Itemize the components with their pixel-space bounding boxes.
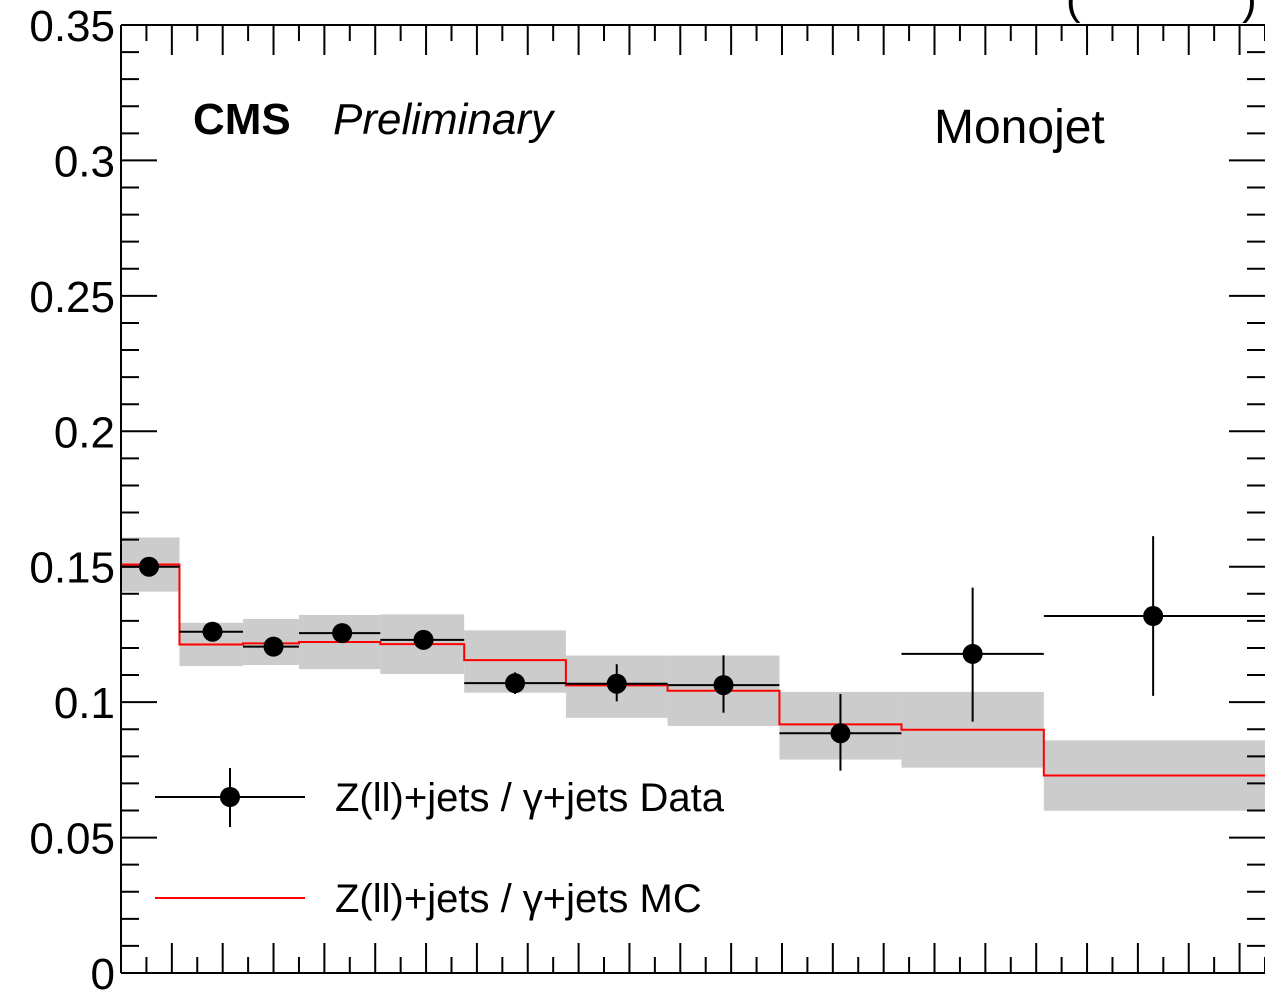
mc-step-line (121, 563, 1265, 777)
legend-data-label: Z(ll)+jets / γ+jets Data (335, 776, 725, 820)
top-right-paren-right: ) (1242, 0, 1257, 24)
plot-frame (120, 24, 1265, 974)
y-tick-label-6: 0.3 (54, 137, 115, 186)
mc-step-histogram (121, 563, 1265, 777)
y-tick-label-5: 0.25 (29, 273, 115, 322)
legend-data-marker (220, 787, 240, 807)
data-points (121, 536, 1265, 771)
y-tick-label-0: 0 (91, 950, 115, 993)
legend: Z(ll)+jets / γ+jets Data Z(ll)+jets / γ+… (155, 768, 725, 921)
data-point-6 (606, 673, 627, 694)
y-tick-label-4: 0.2 (54, 408, 115, 457)
data-point-7 (713, 675, 734, 696)
cms-label: CMS (193, 95, 291, 144)
data-point-1 (202, 621, 223, 642)
legend-mc-label: Z(ll)+jets / γ+jets MC (335, 877, 702, 921)
data-point-5 (505, 673, 526, 694)
region-label: Monojet (934, 101, 1105, 154)
data-point-10 (1143, 606, 1164, 627)
y-tick-label-2: 0.1 (54, 679, 115, 728)
data-point-3 (332, 623, 353, 644)
mc-uncertainty-bands (121, 537, 1265, 811)
top-right-paren-left: ( (1066, 0, 1081, 24)
data-point-2 (263, 636, 284, 657)
y-tick-label-3: 0.15 (29, 544, 115, 593)
y-tick-labels: 0 0.05 0.1 0.15 0.2 0.25 0.3 0.35 (29, 2, 115, 993)
data-point-4 (413, 629, 434, 650)
y-tick-label-7: 0.35 (29, 2, 115, 51)
preliminary-label: Preliminary (333, 95, 556, 144)
data-point-8 (830, 723, 851, 744)
data-point-9 (962, 643, 983, 664)
y-tick-label-1: 0.05 (29, 815, 115, 864)
